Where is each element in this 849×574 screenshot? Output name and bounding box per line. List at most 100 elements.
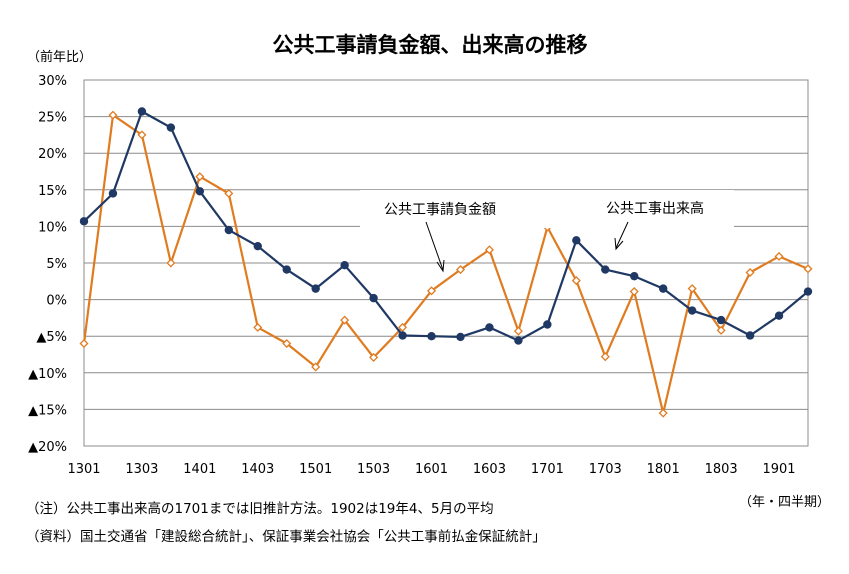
data-point (224, 188, 234, 198)
x-tick-label: 1703 (589, 462, 622, 477)
data-point (427, 332, 436, 341)
x-tick-label: 1803 (705, 462, 738, 477)
data-point (659, 284, 668, 293)
y-tick-label: ▲5% (36, 330, 67, 345)
x-tick-label: 1403 (241, 462, 274, 477)
y-tick-label: ▲10% (28, 367, 67, 382)
x-tick-label: 1901 (762, 462, 795, 477)
data-point (745, 331, 755, 340)
plot-area-frame (83, 79, 809, 447)
data-point (369, 293, 378, 303)
y-tick-label: ▲20% (28, 440, 67, 455)
data-point (630, 271, 639, 281)
data-point (745, 267, 755, 278)
data-point (340, 315, 350, 325)
data-point (629, 287, 639, 297)
data-point (195, 172, 205, 182)
data-point (369, 352, 379, 362)
y-tick-label: 15% (38, 184, 67, 199)
data-point (485, 323, 494, 332)
data-point (803, 264, 813, 274)
y-tick-label: 0% (46, 294, 67, 309)
data-point (79, 217, 89, 226)
x-tick-label: 1503 (357, 462, 390, 477)
data-point (224, 225, 233, 235)
data-point (658, 408, 668, 418)
data-point (108, 189, 118, 198)
data-point (514, 336, 523, 345)
data-point (716, 325, 726, 335)
data-point (600, 352, 610, 362)
data-point (456, 332, 465, 342)
data-point (398, 322, 408, 332)
data-point (513, 326, 523, 336)
y-axis-ticks: 30% 25% 20% 15% 10% 5% 0% ▲5% ▲10% ▲15% ▲20% (28, 74, 67, 455)
arrow-shaft (425, 221, 444, 271)
data-point (340, 260, 349, 270)
data-point (455, 265, 465, 275)
data-point (571, 276, 581, 286)
arrow-head (614, 237, 624, 251)
data-point (253, 241, 262, 251)
data-point (543, 320, 552, 329)
annotation-background (360, 190, 734, 228)
y-axis-unit-label: （前年比） (27, 49, 92, 65)
series-2 (79, 107, 813, 345)
data-point (195, 187, 205, 196)
data-point (282, 339, 292, 349)
data-point (572, 236, 581, 245)
data-point (166, 258, 176, 268)
annotation-label: 公共工事請負金額 (384, 202, 496, 218)
x-axis-ticks: 1301 1303 1401 1403 1501 1503 1601 1603 1701 1703… (67, 462, 795, 477)
grid-lines (84, 79, 808, 447)
data-point (398, 331, 407, 340)
footnote-note: （注）公共工事出来高の1701までは旧推計方法。1902は19年4、5月の平均 (26, 501, 494, 517)
y-tick-label: 20% (38, 147, 67, 162)
data-point (282, 265, 291, 274)
chart-title: 公共工事請負金額、出来高の推移 (273, 33, 588, 57)
series-layer (79, 107, 813, 418)
x-tick-label: 1603 (473, 462, 506, 477)
series-line (82, 113, 809, 415)
data-point (311, 362, 321, 372)
data-point (79, 339, 89, 349)
data-point (137, 130, 147, 140)
data-point (687, 306, 697, 315)
series-1 (79, 110, 813, 418)
series-line (83, 110, 809, 342)
y-tick-label: 30% (38, 74, 67, 89)
annotation-arrow (614, 221, 629, 251)
data-point (774, 311, 784, 320)
x-tick-label: 1601 (415, 462, 448, 477)
y-tick-label: ▲15% (28, 403, 67, 418)
y-tick-label: 10% (38, 220, 67, 235)
y-tick-label: 5% (46, 257, 67, 272)
data-point (716, 315, 726, 325)
x-axis-unit-label: （年・四半期） (739, 495, 830, 510)
x-tick-label: 1401 (183, 462, 216, 477)
x-tick-label: 1801 (647, 462, 680, 477)
x-tick-label: 1501 (299, 462, 332, 477)
annotation-arrow (425, 221, 445, 273)
data-point (253, 322, 263, 332)
data-point (687, 284, 697, 294)
data-point (601, 265, 610, 274)
annotation-label: 公共工事出来高 (606, 200, 704, 217)
arrow-shaft (615, 221, 629, 249)
x-tick-label: 1301 (67, 462, 100, 477)
data-point (137, 107, 147, 116)
y-tick-label: 25% (38, 111, 67, 126)
data-point (484, 245, 494, 255)
data-point (803, 287, 813, 296)
x-tick-label: 1303 (125, 462, 158, 477)
data-point (166, 123, 176, 132)
data-point (311, 284, 320, 293)
x-tick-label: 1701 (531, 462, 564, 477)
data-point (108, 110, 118, 120)
data-point (774, 251, 784, 261)
arrow-head (436, 259, 445, 273)
data-point (427, 286, 437, 296)
footnote-source: （資料）国土交通省「建設総合統計」、保証事業会社協会「公共工事前払金保証統計」 (26, 529, 546, 545)
annotation-layer: 公共工事請負金額 公共工事出来高 (360, 190, 734, 273)
